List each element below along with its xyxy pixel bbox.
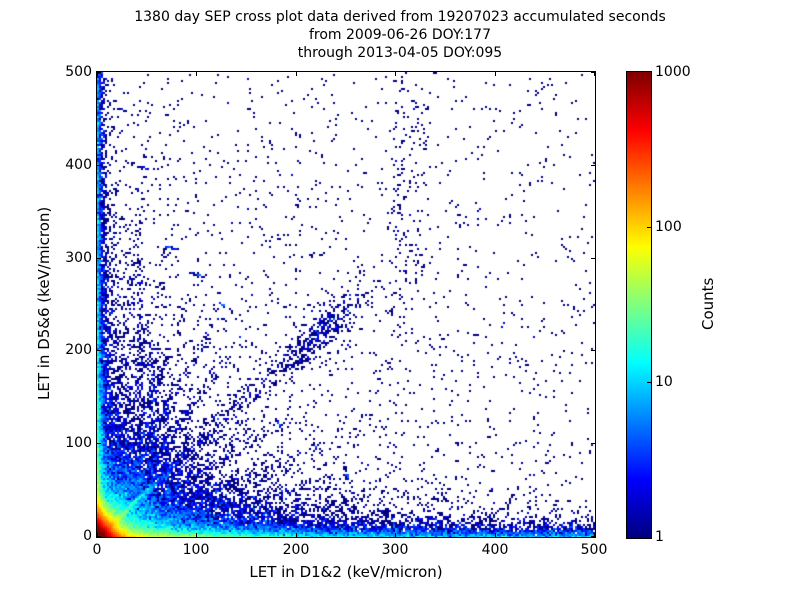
y-tick-label: 500 (65, 64, 92, 80)
plot-title-line1: 1380 day SEP cross plot data derived fro… (134, 9, 666, 25)
plot-area (96, 71, 596, 538)
y-tick-left (97, 443, 101, 444)
colorbar-tick (647, 227, 651, 228)
x-tick-bottom (97, 533, 98, 537)
colorbar (626, 71, 652, 539)
x-tick-top (296, 72, 297, 76)
y-tick-left (97, 536, 101, 537)
y-tick-label: 200 (65, 342, 92, 358)
y-tick-right (591, 258, 595, 259)
y-tick-label: 300 (65, 250, 92, 266)
x-tick-top (196, 72, 197, 76)
colorbar-tick-label: 1 (655, 529, 664, 545)
x-axis-label: LET in D1&2 (keV/micron) (249, 563, 443, 581)
x-tick-label: 100 (182, 542, 210, 558)
x-tick-top (495, 72, 496, 76)
x-tick-top (395, 72, 396, 76)
y-tick-right (591, 165, 595, 166)
x-tick-top (594, 72, 595, 76)
y-tick-label: 400 (65, 157, 92, 173)
y-tick-right (591, 443, 595, 444)
colorbar-canvas (627, 72, 651, 538)
x-tick-bottom (395, 533, 396, 537)
plot-title-line2: from 2009-06-26 DOY:177 (308, 27, 491, 43)
y-tick-left (97, 72, 101, 73)
y-tick-right (591, 536, 595, 537)
y-tick-right (591, 350, 595, 351)
colorbar-tick (647, 382, 651, 383)
x-tick-top (97, 72, 98, 76)
x-tick-label: 400 (481, 542, 509, 558)
colorbar-label: Counts (699, 277, 717, 331)
y-tick-left (97, 258, 101, 259)
x-tick-bottom (495, 533, 496, 537)
y-tick-label: 100 (65, 435, 92, 451)
y-tick-left (97, 350, 101, 351)
x-tick-label: 500 (580, 542, 608, 558)
y-axis-label: LET in D5&6 (keV/micron) (35, 206, 53, 401)
x-tick-bottom (196, 533, 197, 537)
x-tick-label: 0 (92, 542, 102, 558)
colorbar-tick-label: 1000 (655, 64, 691, 80)
x-tick-bottom (296, 533, 297, 537)
y-tick-right (591, 72, 595, 73)
plot-title-line3: through 2013-04-05 DOY:095 (297, 45, 503, 61)
heatmap-canvas (97, 72, 595, 537)
x-tick-bottom (594, 533, 595, 537)
colorbar-tick-label: 100 (655, 219, 682, 235)
colorbar-tick-label: 10 (655, 374, 673, 390)
x-tick-label: 300 (381, 542, 409, 558)
y-tick-label: 0 (83, 528, 92, 544)
x-tick-label: 200 (282, 542, 310, 558)
y-tick-left (97, 165, 101, 166)
